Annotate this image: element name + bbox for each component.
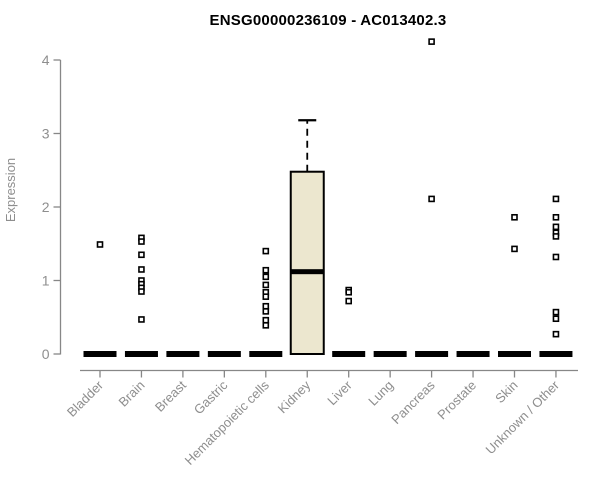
zero-bar [373, 351, 407, 357]
outlier-point [138, 288, 145, 295]
x-tick-label: Breast [152, 377, 189, 414]
y-tick-label: 2 [42, 199, 50, 215]
x-tick-label: Prostate [434, 378, 479, 423]
outlier-point [552, 253, 560, 261]
outlier-point [552, 195, 560, 203]
zero-bar [207, 351, 241, 357]
outlier-point [262, 322, 270, 329]
zero-bar [415, 351, 449, 357]
outlier-point [552, 213, 560, 221]
outlier-point [262, 247, 270, 255]
outlier-point [511, 245, 518, 253]
y-tick-label: 3 [42, 126, 50, 142]
x-tick-label: Brain [115, 378, 147, 410]
x-tick-label: Bladder [64, 377, 107, 420]
outlier-point [96, 241, 104, 248]
x-tick-label: Unknown / Other [482, 377, 562, 457]
zero-bar [498, 351, 531, 357]
outlier-point [262, 293, 270, 300]
outlier-point [552, 233, 560, 240]
outlier-point [262, 316, 270, 324]
outlier-point [345, 288, 353, 296]
outlier-point [138, 238, 145, 245]
outlier-point [552, 330, 560, 338]
outlier-point [262, 266, 270, 274]
outlier-point [552, 308, 560, 316]
outlier-point [262, 308, 270, 315]
outlier-point [138, 266, 145, 273]
outlier-point [428, 195, 435, 203]
outlier-point [262, 302, 270, 310]
outlier-point [428, 38, 435, 45]
outlier-point [262, 273, 270, 281]
zero-bar [83, 351, 117, 357]
x-tick-label: Gastric [191, 377, 231, 417]
box [289, 170, 325, 355]
zero-bar [332, 351, 366, 357]
chart-title: ENSG00000236109 - AC013402.3 [209, 12, 447, 29]
x-tick-label: Liver [324, 377, 355, 408]
y-tick-label: 0 [42, 346, 50, 362]
y-tick-label: 4 [42, 52, 50, 68]
box-median [290, 269, 324, 275]
outlier-point [552, 315, 560, 323]
x-tick-label: Pancreas [388, 377, 438, 427]
zero-bar [249, 351, 283, 357]
outlier-point [511, 213, 518, 221]
zero-bar [166, 351, 200, 357]
zero-bar [124, 351, 158, 357]
outlier-point [345, 297, 353, 305]
zero-bar [539, 351, 573, 357]
x-tick-label: Kidney [275, 377, 314, 416]
x-tick-label: Lung [365, 378, 396, 409]
zero-bar [456, 351, 490, 357]
outlier-point [138, 316, 145, 323]
y-tick-label: 1 [42, 273, 50, 289]
outlier-point [138, 251, 145, 259]
x-tick-label: Skin [492, 378, 520, 406]
outlier-point [262, 281, 270, 289]
outlier-point [552, 223, 560, 231]
